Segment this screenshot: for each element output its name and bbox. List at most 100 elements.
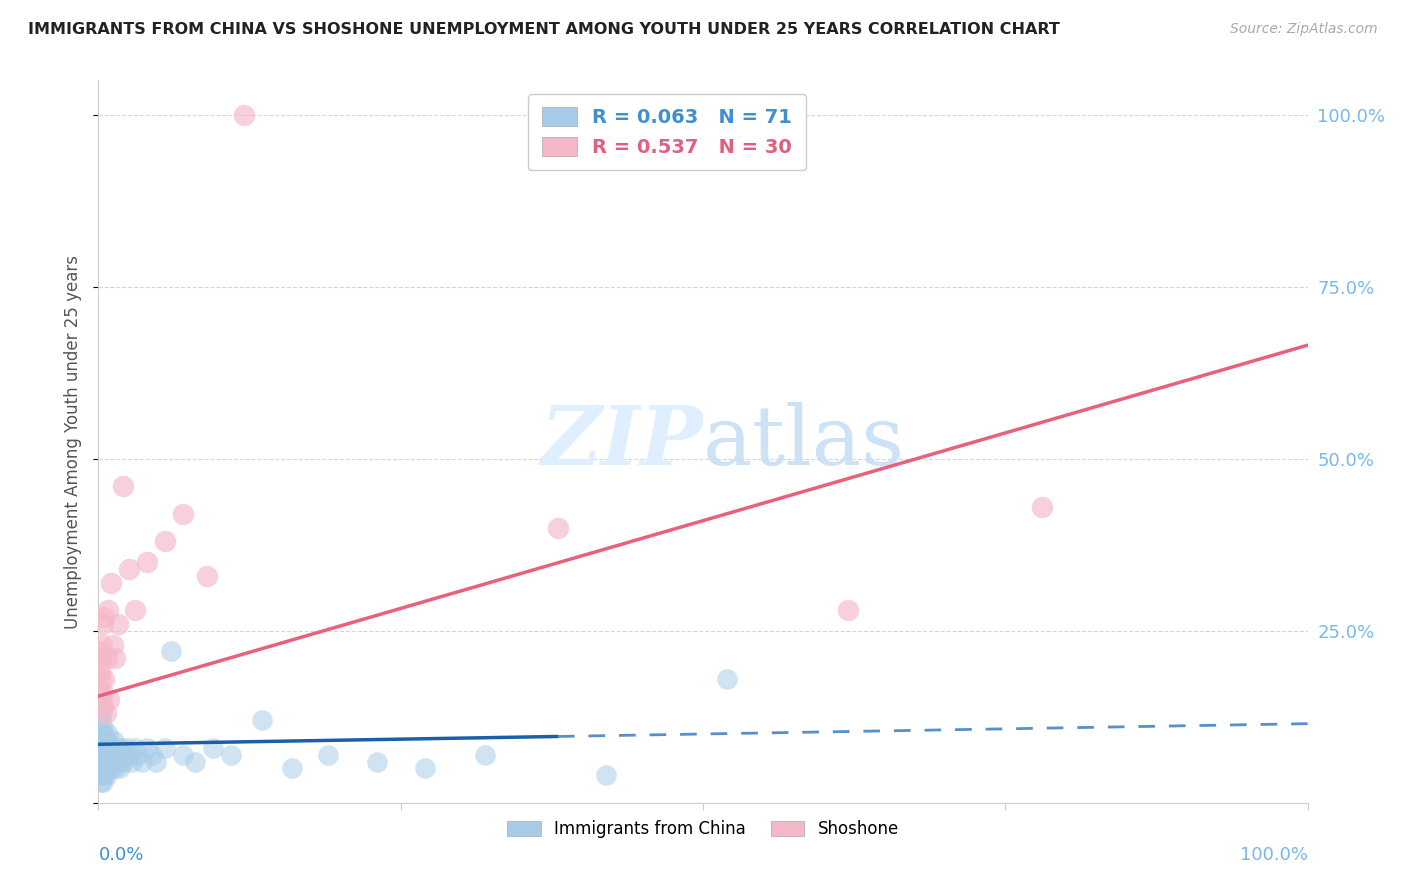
Point	[91, 768, 114, 782]
Point	[1031, 500, 1053, 514]
Point	[91, 747, 114, 762]
Point	[100, 761, 122, 775]
Point	[91, 699, 114, 714]
Point	[93, 727, 115, 741]
Point	[98, 740, 121, 755]
Point	[172, 747, 194, 762]
Point	[91, 755, 114, 769]
Point	[108, 761, 131, 775]
Point	[100, 575, 122, 590]
Point	[91, 638, 114, 652]
Point	[110, 740, 132, 755]
Point	[108, 747, 131, 762]
Point	[91, 686, 114, 700]
Point	[547, 520, 569, 534]
Point	[94, 734, 117, 748]
Point	[111, 755, 134, 769]
Point	[96, 734, 118, 748]
Point	[89, 644, 111, 658]
Point	[90, 713, 112, 727]
Point	[160, 644, 183, 658]
Point	[97, 727, 120, 741]
Point	[90, 672, 112, 686]
Point	[93, 610, 115, 624]
Point	[89, 755, 111, 769]
Point	[90, 692, 112, 706]
Point	[172, 507, 194, 521]
Point	[316, 747, 339, 762]
Text: atlas: atlas	[703, 401, 905, 482]
Point	[595, 768, 617, 782]
Point	[135, 555, 157, 569]
Point	[94, 761, 117, 775]
Point	[281, 761, 304, 775]
Point	[98, 755, 121, 769]
Point	[117, 740, 139, 755]
Point	[98, 692, 121, 706]
Point	[716, 672, 738, 686]
Point	[89, 665, 111, 679]
Point	[96, 755, 118, 769]
Point	[105, 740, 128, 755]
Point	[250, 713, 273, 727]
Point	[97, 761, 120, 775]
Y-axis label: Unemployment Among Youth under 25 years: Unemployment Among Youth under 25 years	[65, 254, 83, 629]
Point	[837, 603, 859, 617]
Point	[94, 747, 117, 762]
Point	[135, 740, 157, 755]
Point	[91, 740, 114, 755]
Point	[111, 479, 134, 493]
Point	[153, 534, 176, 549]
Point	[89, 686, 111, 700]
Point	[90, 761, 112, 775]
Point	[221, 747, 243, 762]
Point	[107, 755, 129, 769]
Point	[93, 755, 115, 769]
Point	[100, 740, 122, 755]
Point	[97, 747, 120, 762]
Point	[104, 651, 127, 665]
Point	[103, 734, 125, 748]
Point	[121, 755, 143, 769]
Point	[97, 603, 120, 617]
Point	[91, 616, 114, 631]
Point	[145, 755, 167, 769]
Point	[118, 562, 141, 576]
Point	[141, 747, 163, 762]
Point	[94, 706, 117, 721]
Point	[107, 616, 129, 631]
Point	[89, 768, 111, 782]
Point	[90, 747, 112, 762]
Text: Source: ZipAtlas.com: Source: ZipAtlas.com	[1230, 22, 1378, 37]
Point	[93, 740, 115, 755]
Point	[153, 740, 176, 755]
Text: IMMIGRANTS FROM CHINA VS SHOSHONE UNEMPLOYMENT AMONG YOUTH UNDER 25 YEARS CORREL: IMMIGRANTS FROM CHINA VS SHOSHONE UNEMPL…	[28, 22, 1060, 37]
Point	[124, 603, 146, 617]
Text: 100.0%: 100.0%	[1240, 847, 1308, 864]
Point	[114, 747, 136, 762]
Text: 0.0%: 0.0%	[98, 847, 143, 864]
Point	[131, 755, 153, 769]
Point	[91, 775, 114, 789]
Text: ZIP: ZIP	[540, 401, 703, 482]
Point	[202, 740, 225, 755]
Point	[91, 699, 114, 714]
Point	[413, 761, 436, 775]
Point	[90, 651, 112, 665]
Point	[366, 755, 388, 769]
Legend: Immigrants from China, Shoshone: Immigrants from China, Shoshone	[501, 814, 905, 845]
Point	[96, 768, 118, 782]
Point	[91, 734, 114, 748]
Point	[232, 108, 254, 122]
Point	[91, 706, 114, 721]
Point	[91, 720, 114, 734]
Point	[124, 740, 146, 755]
Point	[91, 727, 114, 741]
Point	[93, 672, 115, 686]
Point	[96, 651, 118, 665]
Point	[184, 755, 207, 769]
Point	[118, 747, 141, 762]
Point	[101, 638, 124, 652]
Point	[100, 747, 122, 762]
Point	[101, 755, 124, 769]
